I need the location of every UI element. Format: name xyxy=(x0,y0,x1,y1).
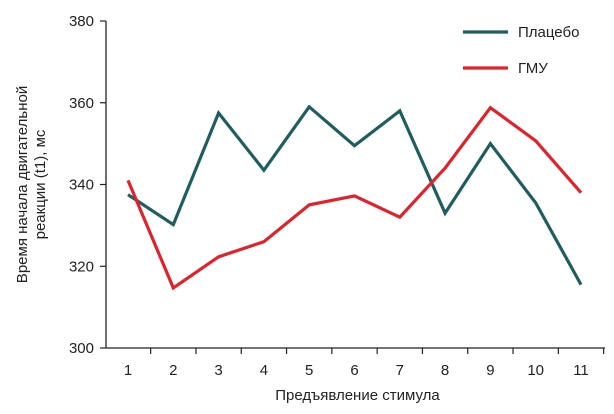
legend-label-1: Плацебо xyxy=(518,24,579,41)
ticks: 300 320 340 360 380 1 2 3 4 5 6 7 8 9 10 11 xyxy=(69,13,605,379)
y-tick-label: 340 xyxy=(69,177,94,194)
x-tick-label: 2 xyxy=(169,362,177,379)
legend-label-2: ГМУ xyxy=(518,60,548,77)
y-axis-title: Время начала двигательнойреакции (t1), м… xyxy=(14,86,49,283)
x-tick-label: 4 xyxy=(260,362,268,379)
x-tick-label: 9 xyxy=(486,362,494,379)
series-line-1 xyxy=(127,104,583,286)
y-axis-title-line: реакции (t1), мс xyxy=(32,129,49,239)
x-tick-label: 8 xyxy=(441,362,449,379)
y-tick-label: 320 xyxy=(69,258,94,275)
series-lines xyxy=(126,104,583,291)
y-axis-title-line: Время начала двигательной xyxy=(14,86,31,283)
x-tick-label: 3 xyxy=(214,362,222,379)
x-tick-label: 5 xyxy=(305,362,313,379)
y-tick-label: 360 xyxy=(69,95,94,112)
x-tick-label: 11 xyxy=(573,362,589,379)
legend: Плацебо ГМУ xyxy=(463,24,579,77)
x-tick-label: 6 xyxy=(350,362,358,379)
x-tick-label: 7 xyxy=(396,362,404,379)
x-tick-label: 1 xyxy=(124,362,132,379)
x-axis-title: Предъявление стимула xyxy=(275,387,440,404)
y-tick-label: 380 xyxy=(69,13,94,30)
series-line-2 xyxy=(126,105,583,291)
y-tick-label: 300 xyxy=(69,340,94,357)
x-tick-label: 10 xyxy=(527,362,544,379)
